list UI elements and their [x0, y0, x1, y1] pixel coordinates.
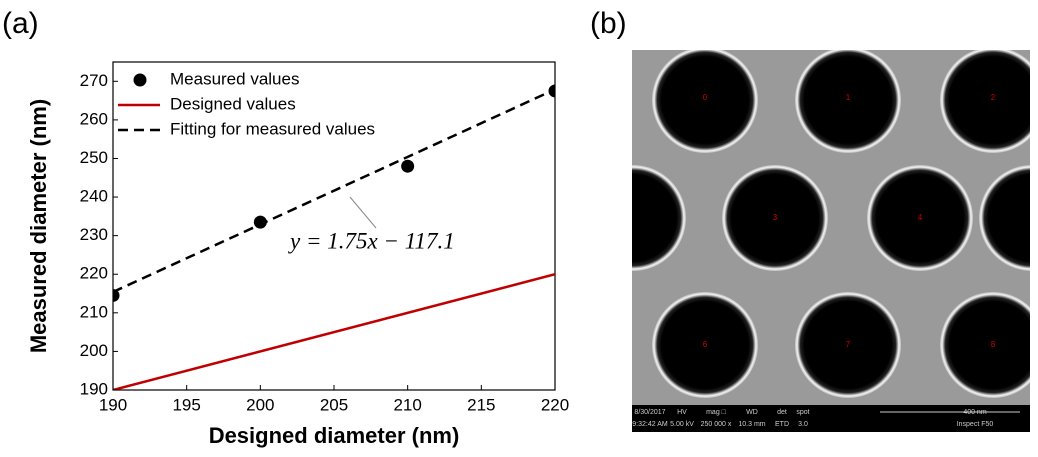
hole-label: 8	[991, 340, 996, 349]
info-label: 250 000 x	[701, 421, 732, 428]
hole-label: 6	[703, 340, 708, 349]
hole-label: 1	[846, 93, 851, 102]
hole-label: 7	[846, 340, 851, 349]
holes: 0 1 2 3 4 6 7 8	[632, 50, 1030, 398]
hole-label: 3	[773, 213, 778, 222]
info-bar	[632, 405, 1030, 432]
y-axis-label: Measured diameter (nm)	[26, 99, 51, 353]
info-label: 8/30/2017	[634, 409, 665, 416]
sem-image: 0 1 23 46 7 8 8/30/2017 HV mag □ WD det spot 400 nm…	[632, 50, 1030, 432]
y-tick-label: 260	[80, 109, 108, 128]
series-line	[113, 273, 555, 390]
annotation-leader	[349, 196, 377, 229]
y-tick-label: 270	[80, 71, 108, 90]
info-label: ETD	[775, 421, 789, 428]
hole-label: 0	[703, 93, 708, 102]
hole	[795, 292, 901, 398]
legend-label: Fitting for measured values	[170, 119, 375, 138]
hole	[940, 50, 1030, 153]
x-tick-label: 220	[541, 395, 569, 414]
x-tick-label: 205	[320, 395, 348, 414]
x-tick-label: 195	[172, 395, 200, 414]
x-tick-label: 200	[246, 395, 274, 414]
hole	[632, 165, 686, 271]
info-label: HV	[677, 409, 687, 416]
series-line	[113, 88, 555, 294]
info-label: WD	[746, 409, 758, 416]
info-text: 8/30/2017 HV mag □ WD det spot 400 nm9:32:42 A…	[632, 409, 1020, 428]
x-axis-label: Designed diameter (nm)	[209, 423, 460, 448]
panel-label: (a)	[2, 7, 39, 40]
hole	[979, 165, 1030, 271]
data-point	[401, 159, 415, 173]
hole	[940, 292, 1030, 398]
info-label: spot	[796, 409, 809, 416]
info-label: Inspect F50	[957, 421, 994, 428]
legend-label: Measured values	[170, 69, 299, 88]
y-tick-label: 200	[80, 341, 108, 360]
y-tick-label: 210	[80, 302, 108, 321]
hole	[867, 165, 973, 271]
info-label: 10.3 mm	[738, 421, 765, 428]
axes: 190 195 200 205 210 215 220 190 200 210 220 230 240 2…	[80, 69, 570, 414]
x-tick-label: 190	[99, 395, 127, 414]
y-tick-label: 190	[80, 379, 108, 398]
info-label: 9:32:42 AM	[632, 421, 668, 428]
hole-label: 2	[991, 93, 996, 102]
annotation: y = 1.75x − 117.1	[288, 228, 455, 253]
hole	[652, 292, 758, 398]
hole	[795, 50, 901, 153]
info-label: mag □	[706, 409, 727, 416]
plot-area	[113, 84, 555, 390]
y-tick-label: 250	[80, 148, 108, 167]
hole	[722, 165, 828, 271]
legend-label: Designed values	[170, 94, 296, 113]
y-tick-label: 220	[80, 264, 108, 283]
hole-label: 4	[918, 213, 923, 222]
x-tick-label: 210	[393, 395, 421, 414]
x-tick-label: 215	[467, 395, 495, 414]
panel-label: (b)	[590, 7, 627, 40]
data-point	[253, 215, 267, 229]
y-tick-label: 230	[80, 225, 108, 244]
info-label: 3.0	[798, 421, 808, 428]
y-tick-label: 240	[80, 187, 108, 206]
hole	[652, 50, 758, 153]
legend-marker	[133, 73, 147, 87]
info-label: det	[777, 409, 787, 416]
info-label: 5.00 kV	[670, 421, 694, 428]
